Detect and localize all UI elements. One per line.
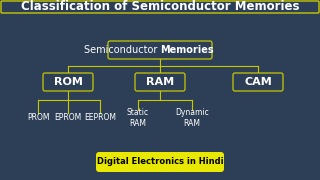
Text: Classification of Semiconductor Memories: Classification of Semiconductor Memories xyxy=(21,1,299,14)
FancyBboxPatch shape xyxy=(108,41,212,59)
FancyBboxPatch shape xyxy=(43,73,93,91)
Text: EPROM: EPROM xyxy=(54,114,82,123)
FancyBboxPatch shape xyxy=(96,152,224,172)
Text: ROM: ROM xyxy=(53,77,83,87)
Text: Memories: Memories xyxy=(160,45,214,55)
FancyBboxPatch shape xyxy=(1,1,319,13)
Text: PROM: PROM xyxy=(27,114,49,123)
Text: Dynamic
RAM: Dynamic RAM xyxy=(175,108,209,128)
Text: Static
RAM: Static RAM xyxy=(127,108,149,128)
Text: EEPROM: EEPROM xyxy=(84,114,116,123)
Text: Digital Electronics in Hindi: Digital Electronics in Hindi xyxy=(97,158,223,166)
Text: CAM: CAM xyxy=(244,77,272,87)
Text: Semiconductor: Semiconductor xyxy=(84,45,160,55)
FancyBboxPatch shape xyxy=(135,73,185,91)
FancyBboxPatch shape xyxy=(233,73,283,91)
Text: RAM: RAM xyxy=(146,77,174,87)
